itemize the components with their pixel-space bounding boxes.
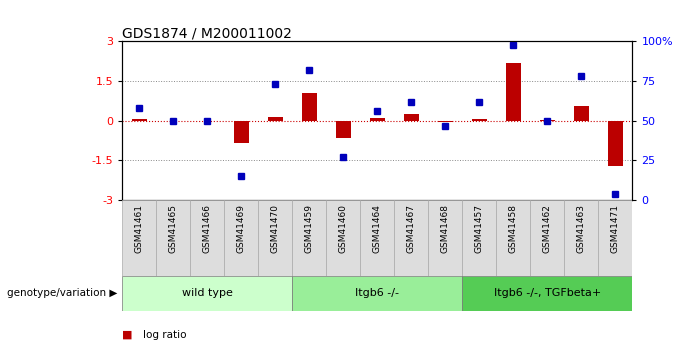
Text: GSM41468: GSM41468 (441, 204, 450, 253)
Bar (292, 200, 326, 276)
Bar (326, 200, 360, 276)
Bar (564, 200, 598, 276)
Bar (156, 200, 190, 276)
Text: GSM41463: GSM41463 (577, 204, 586, 253)
Bar (302, 93, 317, 121)
Bar (438, 121, 453, 122)
Text: GDS1874 / M200011002: GDS1874 / M200011002 (122, 26, 292, 40)
Bar (574, 106, 589, 121)
Bar (428, 200, 462, 276)
Text: Itgb6 -/-: Itgb6 -/- (356, 288, 399, 298)
Text: log ratio: log ratio (143, 330, 186, 339)
Text: GSM41467: GSM41467 (407, 204, 416, 253)
Text: GSM41459: GSM41459 (305, 204, 314, 253)
Text: GSM41457: GSM41457 (475, 204, 484, 253)
Bar (258, 200, 292, 276)
Text: GSM41469: GSM41469 (237, 204, 246, 253)
Bar (462, 276, 632, 310)
Bar (292, 276, 462, 310)
Text: GSM41471: GSM41471 (611, 204, 620, 253)
Text: GSM41464: GSM41464 (373, 204, 382, 253)
Text: GSM41465: GSM41465 (169, 204, 178, 253)
Bar (506, 62, 521, 121)
Bar (404, 114, 419, 121)
Bar (472, 119, 487, 121)
Bar (540, 120, 555, 121)
Bar (336, 121, 351, 138)
Bar (608, 121, 623, 166)
Bar (190, 200, 224, 276)
Text: wild type: wild type (182, 288, 233, 298)
Bar (132, 119, 147, 121)
Bar (234, 121, 249, 143)
Text: ■: ■ (122, 330, 133, 339)
Bar (224, 200, 258, 276)
Bar (598, 200, 632, 276)
Bar (462, 200, 496, 276)
Bar (122, 276, 292, 310)
Bar (496, 200, 530, 276)
Text: GSM41461: GSM41461 (135, 204, 144, 253)
Bar (394, 200, 428, 276)
Text: GSM41466: GSM41466 (203, 204, 212, 253)
Text: GSM41460: GSM41460 (339, 204, 348, 253)
Bar (530, 200, 564, 276)
Text: genotype/variation ▶: genotype/variation ▶ (7, 288, 117, 298)
Text: GSM41458: GSM41458 (509, 204, 518, 253)
Text: GSM41462: GSM41462 (543, 204, 552, 253)
Bar (360, 200, 394, 276)
Bar (122, 200, 156, 276)
Text: GSM41470: GSM41470 (271, 204, 280, 253)
Text: Itgb6 -/-, TGFbeta+: Itgb6 -/-, TGFbeta+ (494, 288, 601, 298)
Bar (268, 117, 283, 121)
Bar (370, 118, 385, 121)
